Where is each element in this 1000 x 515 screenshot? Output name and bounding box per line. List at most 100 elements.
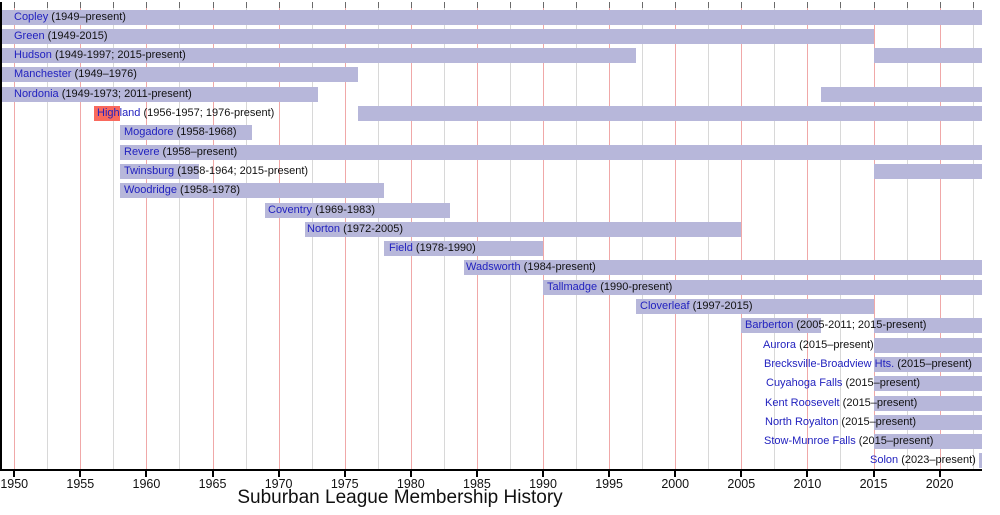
axis-tick [938,469,941,477]
row-label: Revere (1958–present) [124,146,237,159]
axis-tick [409,469,412,477]
gridline-major [14,2,16,469]
top-tick [609,2,611,8]
town-link[interactable]: Solon [870,454,899,467]
row-label: Woodridge (1958-1978) [124,184,240,197]
axis-tick-label: 2005 [727,476,756,491]
membership-bar [741,318,821,334]
town-link[interactable]: Barberton [745,319,794,332]
top-tick [245,2,247,8]
town-link[interactable]: Twinsburg [124,164,175,177]
gridline-major [873,2,875,469]
row-label: Norton (1972-2005) [307,223,403,236]
gridline-minor [113,2,115,469]
town-link[interactable]: Stow-Munroe Falls [764,435,856,448]
top-tick [509,2,511,8]
axis-tick-label: 1950 [0,476,29,491]
town-link[interactable]: Aurora [763,338,797,351]
town-link[interactable]: Revere [124,145,160,158]
axis-tick-label: 2015 [859,476,888,491]
top-tick [212,2,214,8]
membership-bar [873,337,982,353]
membership-years: (1949-1973; 2011-present) [58,87,192,100]
membership-bar [119,163,200,179]
top-tick [47,2,49,8]
axis-tick-label: 1995 [595,476,624,491]
membership-bar [119,144,982,160]
top-tick [377,2,379,8]
axis-tick-label: 1990 [529,476,557,491]
town-link[interactable]: Woodridge [124,184,177,197]
top-tick [873,2,875,8]
town-link[interactable]: Norton [307,222,341,235]
membership-bar [873,356,982,372]
membership-bar [463,260,982,276]
row-label: North Royalton (2015–present) [765,416,916,429]
top-tick [972,2,974,8]
row-label: Tallmadge (1990-present) [547,281,672,294]
top-tick [113,2,115,8]
town-link[interactable]: Field [389,242,413,255]
chart-title: Suburban League Membership History [237,487,563,508]
membership-bar [873,163,982,179]
town-link[interactable]: Cuyahoga Falls [766,377,843,390]
membership-bar [1,28,874,44]
top-tick [774,2,776,8]
row-label: Green (1949-2015) [14,30,108,43]
membership-bar [1,67,358,83]
top-tick [146,2,148,8]
membership-years: (2015–present) [796,338,874,351]
gridline-minor [906,2,908,469]
membership-years: (1949–present) [48,10,126,23]
town-link[interactable]: Brecksville-Broadview Hts. [764,357,895,370]
row-label: Cuyahoga Falls (2015–present) [766,377,920,390]
x-axis-line [0,468,983,471]
membership-bar [1,48,636,64]
axis-tick [806,469,809,477]
top-tick [311,2,313,8]
town-link[interactable]: Copley [14,10,49,23]
membership-years: (1978-1990) [412,242,476,255]
town-link[interactable]: Coventry [268,203,313,216]
axis-tick-label: 2020 [925,476,954,491]
town-link[interactable]: North Royalton [765,415,839,428]
town-link[interactable]: Nordonia [14,87,59,100]
town-link[interactable]: Manchester [14,68,72,81]
membership-bar [873,318,982,334]
row-label: Stow-Munroe Falls (2015–present) [764,435,933,448]
membership-bar [979,453,982,469]
gridline-major [212,2,214,469]
membership-years: (2015–present) [839,396,918,409]
membership-bar [873,48,982,64]
town-link[interactable]: Kent Roosevelt [765,396,840,409]
top-tick [80,2,82,8]
axis-tick [277,469,280,477]
town-link[interactable]: Tallmadge [547,280,598,293]
axis-tick-label: 1975 [330,476,359,491]
town-link[interactable]: Green [14,29,45,42]
axis-tick [475,469,478,477]
membership-years: (2015–present) [894,357,972,370]
axis-tick-label: 1985 [463,476,491,491]
top-tick [344,2,346,8]
town-link[interactable]: Cloverleaf [640,300,690,312]
axis-tick [79,469,82,477]
top-tick [642,2,644,8]
axis-tick [13,469,16,477]
top-tick [840,2,842,8]
town-link[interactable]: Highland [97,107,141,119]
row-label: Manchester (1949–1976) [14,68,137,81]
top-tick [576,2,578,8]
town-link[interactable]: Hudson [14,49,52,62]
row-label: Twinsburg (1958-1964; 2015-present) [124,165,308,178]
row-label: Field (1978-1990) [389,242,476,255]
axis-tick [740,469,743,477]
axis-tick [145,469,148,477]
town-link[interactable]: Mogadore [124,126,174,139]
membership-years: (1958-1964; 2015-present) [174,164,309,177]
membership-bar [873,414,982,430]
town-link[interactable]: Wadsworth [466,261,521,274]
gridline-major [939,2,941,469]
row-label: Coventry (1969-1983) [268,204,375,217]
